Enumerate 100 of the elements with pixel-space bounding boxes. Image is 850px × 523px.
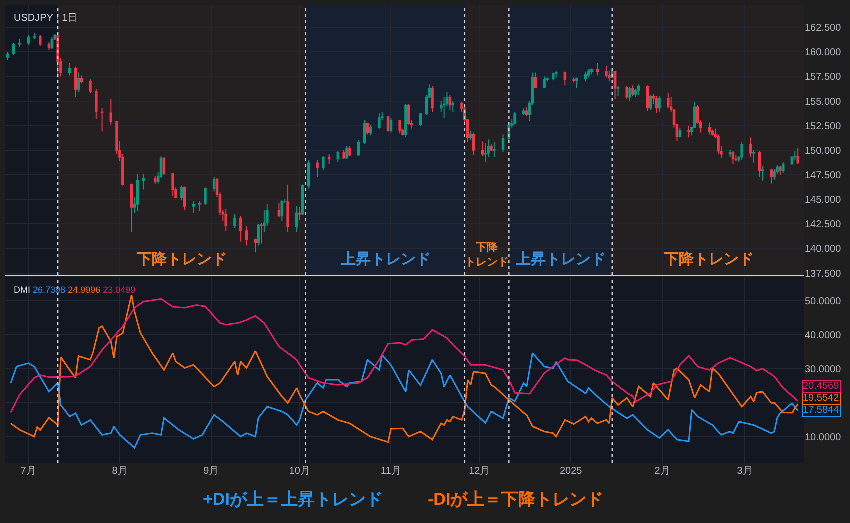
- candlestick: [378, 112, 381, 130]
- candlestick: [100, 108, 104, 132]
- candlestick: [68, 62, 72, 76]
- candlestick: [614, 71, 617, 100]
- band-label: 下降トレンド: [465, 241, 509, 268]
- candlestick: [666, 92, 670, 109]
- candlestick: [605, 65, 608, 78]
- candlestick: [39, 34, 42, 47]
- candlestick: [136, 174, 140, 212]
- annotation: 26.7398: [33, 285, 66, 295]
- candlestick: [678, 127, 682, 138]
- candlestick: [130, 183, 134, 232]
- y-tick-label: 10.0000: [805, 432, 842, 444]
- candlestick: [336, 150, 340, 163]
- candlestick: [204, 187, 207, 206]
- candlestick: [782, 162, 785, 174]
- candlestick: [257, 224, 260, 246]
- candlestick: [369, 124, 372, 136]
- y-tick-label: 30.0000: [805, 364, 842, 376]
- candlestick: [655, 96, 658, 114]
- candlestick: [564, 71, 567, 86]
- candlestick: [472, 132, 476, 156]
- annotation: 20.4569: [803, 381, 840, 392]
- candlestick: [608, 70, 611, 82]
- candlestick: [198, 201, 201, 212]
- candlestick: [628, 87, 632, 102]
- y-tick-label: 162.500: [805, 23, 842, 34]
- candlestick: [752, 150, 756, 164]
- candlestick: [390, 118, 393, 134]
- candlestick: [296, 206, 298, 232]
- candlestick: [431, 86, 434, 113]
- x-tick-label: 2025: [560, 466, 583, 477]
- candlestick: [770, 168, 773, 184]
- candlestick: [307, 160, 310, 190]
- candlestick: [658, 96, 661, 113]
- candlestick: [254, 238, 257, 254]
- y-tick-label: 157.500: [805, 72, 842, 84]
- candlestick: [740, 142, 744, 161]
- candlestick: [386, 116, 390, 132]
- candlestick: [487, 139, 490, 158]
- candlestick: [514, 112, 516, 126]
- candlestick: [192, 201, 196, 214]
- candlestick: [77, 72, 80, 93]
- line-series: [10, 352, 799, 449]
- x-tick-label: 12月: [469, 466, 490, 477]
- annotation: 17.5844: [803, 405, 840, 416]
- candlestick: [316, 160, 319, 178]
- candlestick: [484, 143, 487, 163]
- y-tick-label: 50.0000: [805, 296, 842, 308]
- y-tick-label: 150.000: [805, 146, 842, 157]
- candlestick: [183, 186, 186, 211]
- candlestick: [688, 125, 690, 138]
- candlestick: [534, 72, 538, 90]
- y-tick-label: 160.000: [805, 48, 842, 59]
- candlestick: [773, 168, 776, 180]
- y-tick-label: 140.000: [805, 244, 842, 256]
- candlestick: [481, 141, 484, 157]
- x-tick-label: 2月: [654, 466, 670, 477]
- candlestick: [646, 85, 650, 112]
- annotation: 23.0499: [103, 285, 136, 295]
- candlestick: [576, 77, 578, 90]
- candlestick: [419, 112, 422, 126]
- candlestick: [12, 42, 16, 56]
- candlestick: [27, 34, 30, 46]
- candlestick: [245, 226, 248, 246]
- candlestick: [322, 156, 325, 171]
- candlestick: [212, 176, 216, 192]
- candlestick: [632, 85, 634, 97]
- band-label: 下降トレンド: [663, 251, 754, 268]
- y-tick-label: 155.000: [805, 96, 842, 108]
- candlestick: [95, 89, 98, 120]
- candlestick: [142, 174, 145, 190]
- line-series: [10, 294, 799, 444]
- candlestick: [366, 122, 370, 136]
- annotation: 24.9996: [68, 285, 101, 295]
- candlestick: [357, 140, 360, 156]
- candlestick: [469, 130, 472, 142]
- band-label: 上昇トレンド: [515, 251, 606, 268]
- candlestick: [732, 150, 735, 165]
- y-tick-label: 145.000: [805, 195, 842, 206]
- candlestick: [649, 94, 652, 111]
- candlestick: [398, 119, 402, 134]
- x-tick-label: 3月: [737, 466, 753, 477]
- candlestick: [162, 156, 166, 176]
- y-tick-label: 152.500: [805, 121, 842, 132]
- candlestick: [638, 84, 640, 96]
- text: -DIが上＝下降トレンド: [428, 490, 604, 509]
- candlestick: [796, 148, 800, 165]
- candlestick: [584, 71, 588, 82]
- candlestick: [543, 76, 546, 90]
- candlestick: [74, 66, 78, 98]
- band-label: 下降トレンド: [136, 251, 227, 268]
- x-tick-label: 7月: [20, 466, 36, 477]
- candlestick: [346, 146, 348, 160]
- x-tick-label: 11月: [381, 466, 402, 477]
- y-tick-label: 137.500: [805, 268, 842, 280]
- candlestick: [239, 216, 242, 242]
- text: USDJPY · 1日: [14, 13, 78, 24]
- candlestick: [348, 146, 352, 157]
- candlestick: [596, 62, 599, 76]
